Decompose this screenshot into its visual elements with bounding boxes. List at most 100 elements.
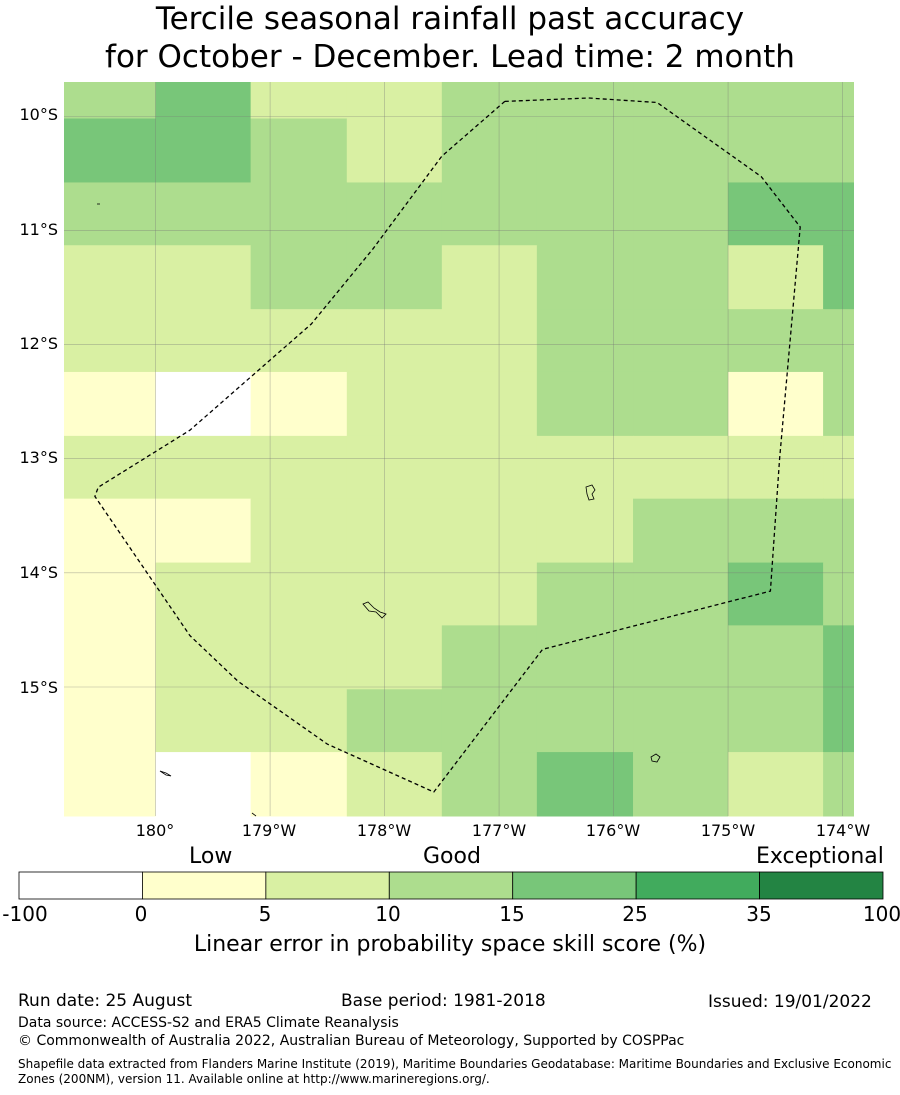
skill-cell (155, 309, 252, 373)
skill-grid (64, 82, 854, 817)
skill-cell (155, 82, 252, 120)
lon-label-179w: 179°W (241, 821, 297, 840)
skill-cell (823, 435, 854, 500)
skill-cell (536, 245, 634, 310)
lat-label-13s: 13°S (19, 448, 58, 467)
skill-cell (633, 625, 729, 690)
skill-cell (728, 82, 824, 120)
skill-cell (536, 309, 634, 373)
skill-cell (536, 371, 634, 437)
skill-cell (823, 562, 854, 626)
colorbar-tick: 25 (622, 902, 648, 926)
skill-cell (633, 82, 729, 120)
colorbar-bin (635, 871, 760, 900)
skill-cell (728, 435, 824, 500)
skill-cell (64, 752, 157, 817)
skill-cell (250, 625, 348, 690)
run-date: Run date: 25 August (18, 991, 192, 1011)
skill-cell (728, 625, 824, 690)
skill-cell (250, 371, 348, 437)
skill-cell (346, 182, 443, 246)
skill-cell (823, 118, 854, 183)
colorbar-title: Linear error in probability space skill … (193, 932, 707, 957)
colorbar-tick: -100 (2, 902, 48, 926)
colorbar-bin (512, 871, 637, 900)
colorbar (18, 871, 884, 900)
colorbar-tick: 0 (134, 902, 148, 926)
lat-label-12s: 12°S (19, 334, 58, 353)
lat-label-10s: 10°S (19, 105, 58, 124)
shapefile-credit-line1: Shapefile data extracted from Flanders M… (18, 1057, 892, 1071)
skill-cell (64, 689, 157, 753)
colorbar-bin (388, 871, 514, 900)
skill-cell (536, 752, 634, 817)
skill-cell (633, 689, 729, 753)
skill-cell (250, 435, 348, 500)
lat-label-14s: 14°S (19, 563, 58, 582)
skill-cell (441, 752, 538, 817)
issued-date: Issued: 19/01/2022 (708, 992, 872, 1012)
skill-cell (728, 498, 824, 564)
colorbar-tick: 5 (258, 902, 272, 926)
skill-cell (536, 562, 634, 626)
island-outlines (97, 203, 661, 817)
skill-cell (64, 498, 157, 564)
map-title-line2: for October - December. Lead time: 2 mon… (105, 39, 795, 75)
skill-cell (346, 371, 443, 437)
colorbar-tick: 100 (862, 902, 900, 926)
skill-cell (155, 245, 252, 310)
skill-cell (441, 245, 538, 310)
skill-cell (536, 498, 634, 564)
skill-cell (155, 689, 252, 753)
skill-cell (728, 689, 824, 753)
skill-cell (536, 118, 634, 183)
colorbar-bin (759, 871, 884, 900)
colorbar-bin (142, 871, 267, 900)
base-period: Base period: 1981-2018 (341, 991, 546, 1011)
skill-cell (155, 498, 252, 564)
skill-cell (64, 435, 157, 500)
skill-cell (64, 82, 157, 120)
eez-boundary-line (94, 97, 801, 793)
skill-cell (346, 752, 443, 817)
skill-cell (346, 498, 443, 564)
skill-cell (823, 498, 854, 564)
skill-cell (250, 82, 348, 120)
skill-cell (441, 118, 538, 183)
lon-label-177w: 177°W (471, 821, 527, 840)
skill-cell (441, 82, 538, 120)
island-nukunonu (585, 484, 596, 501)
skill-cell (536, 625, 634, 690)
colorbar-good-label: Good (423, 844, 481, 869)
skill-cell (64, 309, 157, 373)
skill-cell (633, 562, 729, 626)
islet-south (251, 812, 257, 817)
skill-cell (633, 309, 729, 373)
skill-cell (633, 371, 729, 437)
graticule (64, 82, 854, 816)
skill-cell (250, 309, 348, 373)
skill-cell (728, 245, 824, 310)
colorbar-tick: 15 (499, 902, 525, 926)
skill-cell (633, 245, 729, 310)
colorbar-bin (265, 871, 390, 900)
map-title-line1: Tercile seasonal rainfall past accuracy (155, 1, 745, 37)
skill-cell (250, 245, 348, 310)
skill-cell (250, 752, 348, 817)
skill-cell (823, 689, 854, 753)
skill-cell (441, 309, 538, 373)
lon-label-180: 180° (135, 821, 175, 840)
skill-cell (536, 435, 634, 500)
skill-cell (441, 498, 538, 564)
shapefile-credit-line2: Zones (200NM), version 11. Available onl… (18, 1072, 490, 1086)
skill-cell (346, 625, 443, 690)
skill-cell (441, 689, 538, 753)
colorbar-exceptional-label: Exceptional (756, 844, 884, 869)
copyright-notice: © Commonwealth of Australia 2022, Austra… (18, 1033, 685, 1049)
skill-cell (728, 118, 824, 183)
skill-cell (536, 182, 634, 246)
skill-cell (250, 182, 348, 246)
skill-cell (441, 562, 538, 626)
skill-cell (346, 562, 443, 626)
skill-cell (346, 435, 443, 500)
